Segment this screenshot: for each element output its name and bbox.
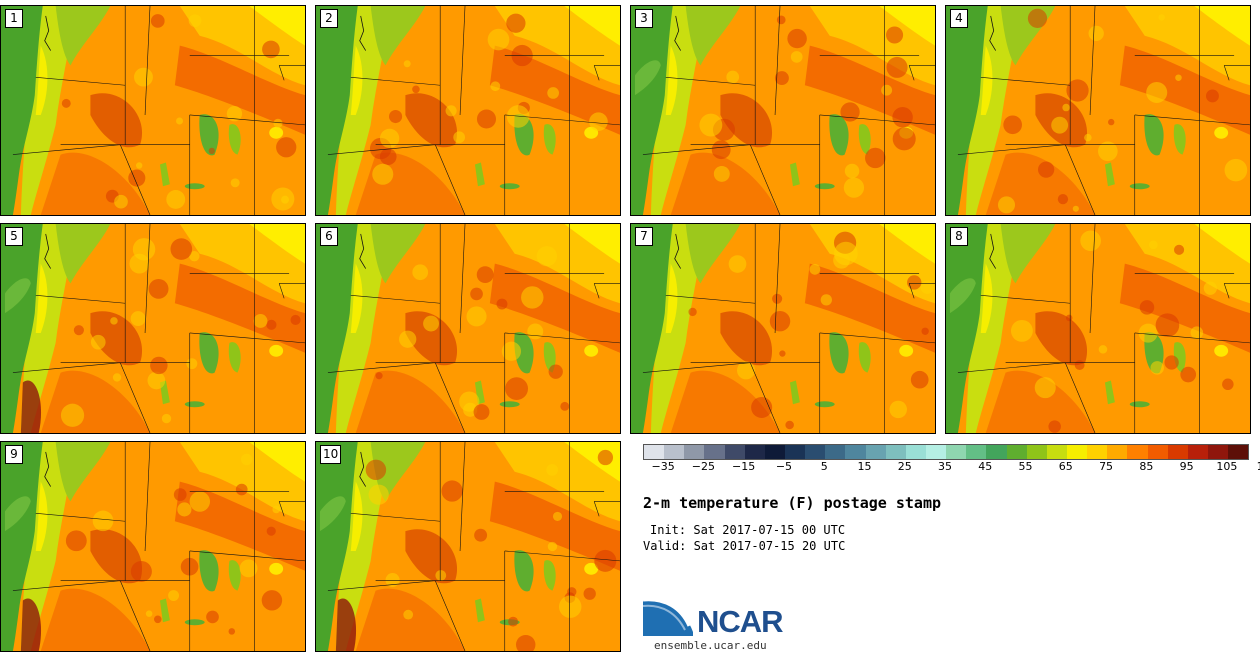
member-number-label: 6 bbox=[320, 227, 338, 246]
site-url[interactable]: ensemble.ucar.edu bbox=[654, 639, 767, 652]
colorbar-tick-label: 95 bbox=[1179, 460, 1194, 473]
member-panel-3: 3 bbox=[630, 5, 936, 216]
colorbar-tick-label: 55 bbox=[1018, 460, 1033, 473]
map-graphic bbox=[316, 442, 620, 651]
colorbar-swatch bbox=[1127, 445, 1148, 459]
colorbar-swatch bbox=[986, 445, 1007, 459]
colorbar-swatch bbox=[664, 445, 685, 459]
colorbar-tick-label: −5 bbox=[775, 460, 793, 473]
colorbar-swatch bbox=[1006, 445, 1027, 459]
map-graphic bbox=[1, 442, 305, 651]
map-graphic bbox=[1, 6, 305, 215]
colorbar-tick-label: 35 bbox=[938, 460, 952, 473]
colorbar-swatch bbox=[1228, 445, 1249, 459]
colorbar-swatch bbox=[1066, 445, 1088, 459]
member-number-label: 1 bbox=[5, 9, 23, 28]
colorbar-tick-label: −25 bbox=[691, 460, 715, 473]
colorbar-swatch bbox=[1026, 445, 1047, 459]
map-graphic bbox=[946, 224, 1250, 433]
map-graphic bbox=[1, 224, 305, 433]
colorbar-swatch bbox=[885, 445, 906, 459]
colorbar-tick-label: 5 bbox=[820, 460, 828, 473]
member-panel-7: 7 bbox=[630, 223, 936, 434]
map-graphic bbox=[631, 6, 935, 215]
member-number-label: 3 bbox=[635, 9, 653, 28]
map-graphic bbox=[316, 6, 620, 215]
member-number-label: 10 bbox=[320, 445, 342, 464]
temperature-colorbar bbox=[643, 444, 1249, 460]
colorbar-swatch bbox=[764, 445, 785, 459]
colorbar-swatch bbox=[946, 445, 967, 459]
map-graphic bbox=[316, 224, 620, 433]
colorbar-swatch bbox=[684, 445, 705, 459]
member-panel-8: 8 bbox=[945, 223, 1251, 434]
colorbar-tick-label: 115 bbox=[1252, 460, 1260, 473]
colorbar-swatch bbox=[966, 445, 987, 459]
colorbar-tick-label: 85 bbox=[1139, 460, 1154, 473]
colorbar-swatch bbox=[644, 445, 665, 459]
colorbar-swatch bbox=[905, 445, 926, 459]
colorbar-tick-label: −15 bbox=[732, 460, 756, 473]
member-number-label: 8 bbox=[950, 227, 968, 246]
ncar-logo-icon bbox=[643, 598, 693, 636]
colorbar-swatch bbox=[845, 445, 866, 459]
member-panel-10: 10 bbox=[315, 441, 621, 652]
colorbar-tick-label: 45 bbox=[978, 460, 993, 473]
member-number-label: 2 bbox=[320, 9, 338, 28]
map-graphic bbox=[946, 6, 1250, 215]
colorbar-swatch bbox=[925, 445, 947, 459]
colorbar-swatch bbox=[784, 445, 806, 459]
colorbar-tick-label: 15 bbox=[857, 460, 872, 473]
colorbar-swatch bbox=[1046, 445, 1067, 459]
colorbar-swatch bbox=[825, 445, 846, 459]
member-panel-9: 9 bbox=[0, 441, 306, 652]
colorbar-swatch bbox=[865, 445, 886, 459]
colorbar-swatch bbox=[1167, 445, 1188, 459]
colorbar-tick-label: 105 bbox=[1216, 460, 1238, 473]
member-panel-6: 6 bbox=[315, 223, 621, 434]
chart-title: 2-m temperature (F) postage stamp bbox=[643, 494, 942, 512]
colorbar-swatch bbox=[1107, 445, 1128, 459]
map-graphic bbox=[631, 224, 935, 433]
member-panel-2: 2 bbox=[315, 5, 621, 216]
ncar-logo-text: NCAR bbox=[697, 604, 784, 639]
colorbar-tick-label: −35 bbox=[651, 460, 675, 473]
colorbar-swatch bbox=[1187, 445, 1208, 459]
colorbar-tick-label: 75 bbox=[1099, 460, 1114, 473]
colorbar-tick-label: 25 bbox=[897, 460, 912, 473]
init-time: Init: Sat 2017-07-15 00 UTC bbox=[650, 523, 846, 537]
colorbar-swatch bbox=[1147, 445, 1168, 459]
member-number-label: 7 bbox=[635, 227, 653, 246]
member-number-label: 9 bbox=[5, 445, 23, 464]
member-number-label: 4 bbox=[950, 9, 968, 28]
colorbar-swatch bbox=[1087, 445, 1108, 459]
valid-time: Valid: Sat 2017-07-15 20 UTC bbox=[643, 539, 846, 553]
member-number-label: 5 bbox=[5, 227, 23, 246]
colorbar-swatch bbox=[805, 445, 826, 459]
colorbar-swatch bbox=[704, 445, 725, 459]
member-panel-4: 4 bbox=[945, 5, 1251, 216]
colorbar-swatch bbox=[744, 445, 765, 459]
colorbar-swatch bbox=[724, 445, 745, 459]
member-panel-1: 1 bbox=[0, 5, 306, 216]
member-panel-5: 5 bbox=[0, 223, 306, 434]
colorbar-swatch bbox=[1207, 445, 1229, 459]
colorbar-tick-label: 65 bbox=[1058, 460, 1073, 473]
